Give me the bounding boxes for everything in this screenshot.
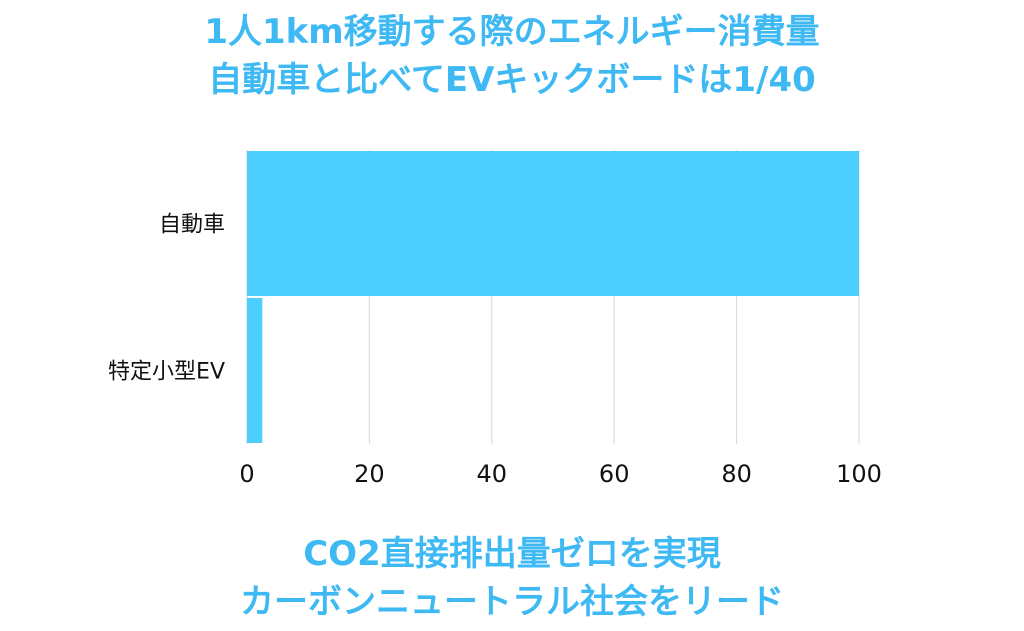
x-tick-label-0: 0 <box>239 460 254 488</box>
chart-title-line-1: 1人1km移動する際のエネルギー消費量 <box>204 12 820 52</box>
chart-footer: CO2直接排出量ゼロを実現 カーボンニュートラル社会をリード <box>0 530 1024 626</box>
x-tick-label-40: 40 <box>477 460 508 488</box>
bar-ev <box>247 298 263 443</box>
x-tick-label-20: 20 <box>354 460 385 488</box>
category-label-ev: 特定小型EV <box>108 360 225 385</box>
x-tick-label-100: 100 <box>836 460 882 488</box>
x-axis-ticks: 0 20 40 60 80 100 <box>239 460 882 488</box>
chart-title-line-2: 自動車と比べてEVキックボードは1/40 <box>208 60 816 100</box>
footer-line-2: カーボンニュートラル社会をリード <box>240 582 784 622</box>
bar-car <box>247 151 859 296</box>
x-tick-label-60: 60 <box>599 460 630 488</box>
bars <box>247 151 859 443</box>
footer-line-1: CO2直接排出量ゼロを実現 <box>303 534 721 574</box>
x-tick-label-80: 80 <box>721 460 752 488</box>
chart-title: 1人1km移動する際のエネルギー消費量 自動車と比べてEVキックボードは1/40 <box>0 8 1024 104</box>
category-label-car: 自動車 <box>159 213 225 238</box>
